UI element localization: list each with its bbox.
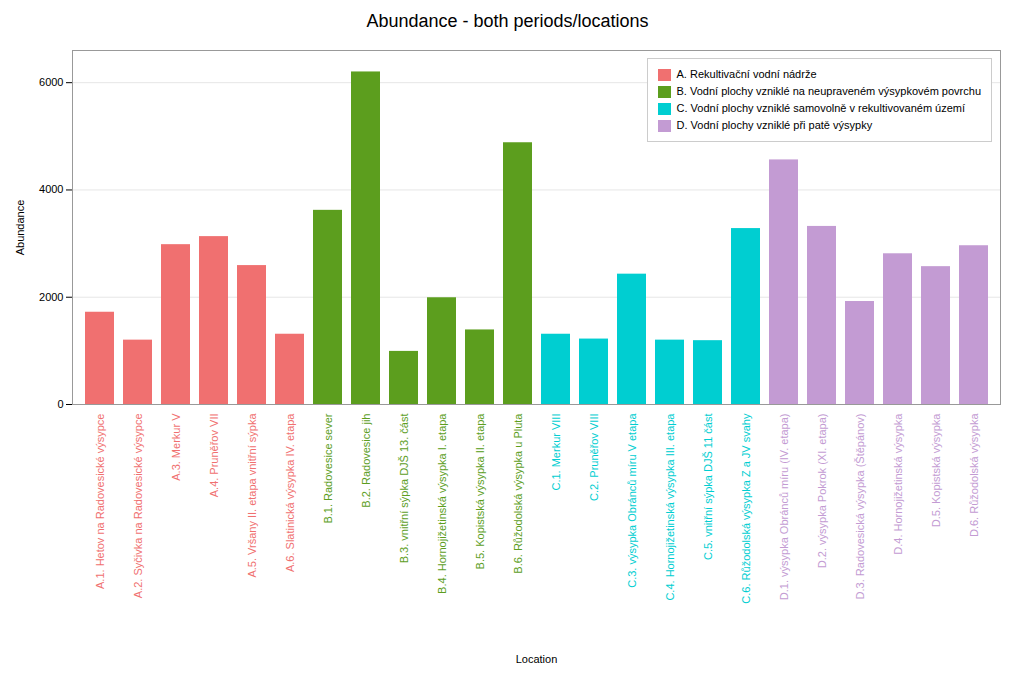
svg-text:Abundance: Abundance [14, 200, 26, 256]
html-text:D. Vodní plochy vzniklé při pa: D. Vodní plochy vzniklé při patě výsypky [676, 119, 873, 131]
svg-text:B.2. Radovesice jih: B.2. Radovesice jih [360, 414, 372, 508]
svg-text:D.3. Radovesická výsypka (Štěp: D.3. Radovesická výsypka (Štěpánov) [854, 414, 866, 600]
svg-text:C.3. výsypka Obránců míru V et: C.3. výsypka Obránců míru V etapa [626, 413, 638, 588]
svg-text:D.4. Hornojižetinská výsypka: D.4. Hornojižetinská výsypka [892, 413, 904, 555]
svg-text:C.2. Pruněřov VIII: C.2. Pruněřov VIII [588, 414, 600, 501]
svg-text:B.4. Hornojižetinská výsypka I: B.4. Hornojižetinská výsypka I. etapa [436, 413, 448, 594]
svg-text:C.6. Růžodolská výsypka Z a JV: C.6. Růžodolská výsypka Z a JV svahy [740, 413, 752, 604]
svg-text:Location: Location [516, 653, 558, 665]
svg-text:A.4. Pruněřov VII: A.4. Pruněřov VII [208, 414, 220, 498]
svg-text:C.5. vnitřní sýpka DJŠ 11 část: C.5. vnitřní sýpka DJŠ 11 část [702, 414, 714, 561]
svg-text:A.2. Syčivka na Radovesické vý: A.2. Syčivka na Radovesické výsypce [132, 414, 144, 599]
svg-text:A.5. Vršany II. etapa vnitřní: A.5. Vršany II. etapa vnitřní sýpka [246, 413, 258, 578]
svg-text:B.6. Růžodolská výsypka u Plut: B.6. Růžodolská výsypka u Pluta [512, 413, 524, 574]
svg-text:0: 0 [57, 398, 63, 410]
svg-text:C.1. Merkur VIII: C.1. Merkur VIII [550, 414, 562, 491]
html-text:A. Rekultivační vodní nádrže: A. Rekultivační vodní nádrže [676, 68, 817, 80]
svg-text:A.1. Hetov na Radovesické výsy: A.1. Hetov na Radovesické výsypce [94, 414, 106, 589]
svg-text:C.4. Hornojižetinská výsypka I: C.4. Hornojižetinská výsypka III. etapa [664, 413, 676, 601]
svg-text:2000: 2000 [39, 291, 63, 303]
svg-text:D.1. výsypka Obránců míru (IV.: D.1. výsypka Obránců míru (IV. etapa) [778, 414, 790, 601]
svg-text:A.6. Slatinická výsypka IV. et: A.6. Slatinická výsypka IV. etapa [284, 413, 296, 572]
svg-text:D.2. výsypka Pokrok (XI. etapa: D.2. výsypka Pokrok (XI. etapa) [816, 414, 828, 569]
svg-text:4000: 4000 [39, 183, 63, 195]
svg-text:D.5. Kopistská výsypka: D.5. Kopistská výsypka [930, 413, 942, 528]
svg-text:B.3. vnitřní sýpka DJŠ 13. čás: B.3. vnitřní sýpka DJŠ 13. část [398, 414, 410, 564]
svg-text:B.5. Kopistská výsypka II. eta: B.5. Kopistská výsypka II. etapa [474, 413, 486, 570]
svg-text:B.1. Radovesice sever: B.1. Radovesice sever [322, 413, 334, 523]
html-text:B. Vodní plochy vzniklé na neu: B. Vodní plochy vzniklé na neupraveném v… [676, 85, 981, 97]
html-text:C. Vodní plochy vzniklé samovo: C. Vodní plochy vzniklé samovolně v reku… [676, 102, 966, 114]
svg-text:A.3. Merkur V: A.3. Merkur V [170, 413, 182, 481]
svg-text:6000: 6000 [39, 76, 63, 88]
html-text:Abundance - both periods/locat: Abundance - both periods/locations [366, 11, 649, 31]
svg-text:D.6. Růžodolská výsypka: D.6. Růžodolská výsypka [968, 413, 980, 537]
